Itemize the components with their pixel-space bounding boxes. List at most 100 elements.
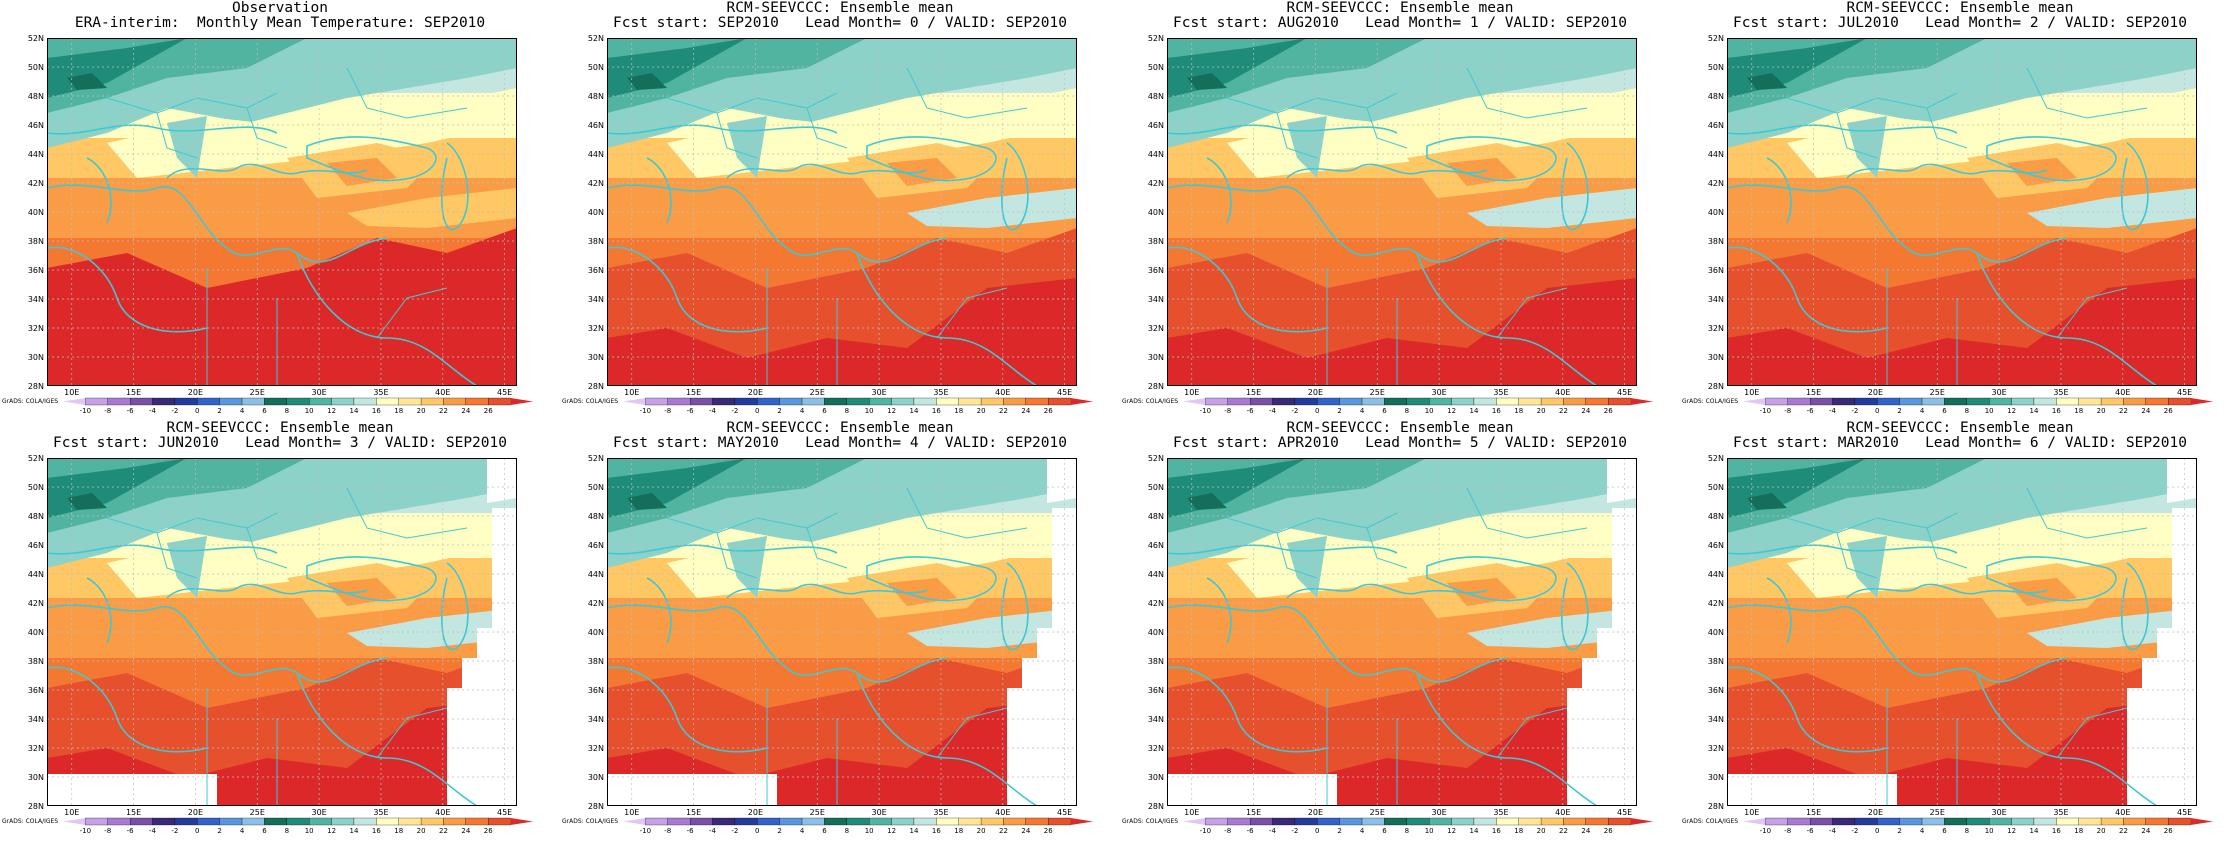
lon-tick-label: 20E — [748, 808, 763, 817]
colorbar-label: 24 — [1581, 407, 1590, 415]
lat-tick-label: 50N — [1708, 63, 1724, 72]
colorbar-label: 16 — [372, 407, 381, 415]
colorbar-label: -6 — [1807, 407, 1815, 415]
lat-tick-label: 50N — [1148, 483, 1164, 492]
lat-tick-label: 28N — [28, 802, 44, 811]
colorbar-label: 22 — [439, 407, 448, 415]
lat-tick-label: 46N — [1148, 121, 1164, 130]
colorbar-label: 16 — [372, 827, 381, 835]
colorbar-label: -6 — [127, 827, 135, 835]
lat-tick-label: 38N — [28, 237, 44, 246]
lon-tick-label: 45E — [2177, 388, 2192, 397]
panel-title: RCM-SEEVCCC: Ensemble mean — [1286, 0, 1514, 16]
lat-tick-label: 52N — [28, 34, 44, 43]
lat-tick-label: 36N — [1148, 266, 1164, 275]
lon-tick-label: 15E — [126, 808, 141, 817]
lat-tick-label: 52N — [1148, 454, 1164, 463]
lat-tick-label: 44N — [28, 570, 44, 579]
lat-tick-label: 38N — [1148, 237, 1164, 246]
colorbar-label: 16 — [932, 407, 941, 415]
colorbar-label: 24 — [2141, 407, 2150, 415]
lon-tick-label: 40E — [1555, 808, 1570, 817]
lon-tick-label: 35E — [1493, 808, 1508, 817]
map-axes: 52N 50N 48N 46N 44N 42N 40N 38N 36N 34N 32N 30N 28N 1… — [588, 454, 1072, 817]
lon-tick-label: 25E — [1930, 388, 1945, 397]
panel-subtitle: ERA-interim: Monthly Mean Temperature: S… — [74, 15, 486, 31]
panel-subtitle: Fcst start: AUG2010 Lead Month= 1 / VALI… — [1173, 15, 1627, 31]
colorbar-label: 6 — [822, 827, 827, 835]
colorbar-label: 10 — [1985, 407, 1994, 415]
colorbar: -10 -8 -6 -4 -2 0 2 4 6 8 10 12 14 16 18 20 22 24 26 — [1183, 817, 1653, 835]
grads-credit: GrADS: COLA/IGES — [1122, 398, 1179, 405]
colorbar-label: 0 — [755, 827, 759, 835]
colorbar-label: -2 — [1291, 407, 1298, 415]
panel-subtitle: Fcst start: MAR2010 Lead Month= 6 / VALI… — [1733, 435, 2187, 451]
lat-tick-label: 34N — [1708, 715, 1724, 724]
colorbar-label: 4 — [240, 407, 245, 415]
colorbar-label: -4 — [149, 827, 157, 835]
colorbar-label: -10 — [1760, 407, 1771, 415]
temperature-map — [607, 458, 1077, 806]
lat-tick-label: 42N — [588, 599, 604, 608]
lon-tick-label: 40E — [2115, 808, 2130, 817]
lat-tick-label: 42N — [28, 599, 44, 608]
colorbar-label: -8 — [664, 827, 671, 835]
colorbar-label: 20 — [977, 827, 986, 835]
lat-tick-label: 48N — [588, 512, 604, 521]
lon-tick-label: 10E — [64, 808, 79, 817]
colorbar-label: 0 — [755, 407, 759, 415]
colorbar-label: 16 — [932, 827, 941, 835]
colorbar-label: 0 — [195, 827, 199, 835]
lon-tick-label: 35E — [933, 808, 948, 817]
colorbar-label: 26 — [1044, 407, 1053, 415]
colorbar-label: 20 — [2097, 407, 2106, 415]
colorbar-label: 14 — [2029, 407, 2038, 415]
colorbar-label: -4 — [1829, 827, 1837, 835]
map-panel: RCM-SEEVCCC: Ensemble mean Fcst start: JU… — [0, 420, 560, 840]
colorbar-label: 10 — [1425, 827, 1434, 835]
lon-tick-label: 30E — [1991, 388, 2006, 397]
lon-tick-label: 45E — [497, 808, 512, 817]
lon-tick-label: 30E — [871, 808, 886, 817]
colorbar-label: 8 — [1405, 407, 1409, 415]
colorbar-label: 8 — [845, 407, 849, 415]
map-axes: 52N 50N 48N 46N 44N 42N 40N 38N 36N 34N 32N 30N 28N 1… — [1708, 34, 2192, 397]
colorbar-label: 12 — [887, 827, 896, 835]
lat-tick-label: 40N — [28, 628, 44, 637]
colorbar-label: 22 — [2119, 407, 2128, 415]
lat-tick-label: 30N — [1148, 773, 1164, 782]
colorbar-label: 2 — [217, 407, 221, 415]
colorbar-label: 4 — [1360, 827, 1365, 835]
colorbar-label: 24 — [461, 827, 470, 835]
lat-tick-label: 38N — [28, 657, 44, 666]
lat-tick-label: 44N — [1148, 150, 1164, 159]
colorbar-label: 2 — [1897, 827, 1901, 835]
colorbar-label: 0 — [1315, 407, 1319, 415]
colorbar-label: -4 — [1829, 407, 1837, 415]
colorbar-label: 22 — [999, 827, 1008, 835]
lon-tick-label: 35E — [373, 808, 388, 817]
lat-tick-label: 44N — [28, 150, 44, 159]
temperature-map — [1727, 38, 2197, 386]
lat-tick-label: 32N — [1148, 744, 1164, 753]
colorbar-label: 8 — [285, 827, 289, 835]
lat-tick-label: 40N — [1708, 628, 1724, 637]
lat-tick-label: 30N — [28, 353, 44, 362]
lat-tick-label: 28N — [1708, 382, 1724, 391]
lat-tick-label: 46N — [588, 541, 604, 550]
colorbar-label: -8 — [104, 407, 111, 415]
colorbar-label: 22 — [439, 827, 448, 835]
map-axes: 52N 50N 48N 46N 44N 42N 40N 38N 36N 34N 32N 30N 28N 1… — [28, 34, 512, 397]
colorbar-label: -10 — [640, 827, 651, 835]
lon-tick-label: 10E — [624, 388, 639, 397]
lon-tick-label: 40E — [435, 808, 450, 817]
colorbar-label: 22 — [2119, 827, 2128, 835]
colorbar-label: 10 — [1425, 407, 1434, 415]
lat-tick-label: 32N — [28, 744, 44, 753]
lat-tick-label: 48N — [1708, 512, 1724, 521]
lon-tick-label: 35E — [2053, 808, 2068, 817]
colorbar-label: -4 — [149, 407, 157, 415]
colorbar-label: 26 — [2164, 827, 2173, 835]
temperature-map — [47, 38, 517, 386]
colorbar-label: 26 — [484, 407, 493, 415]
